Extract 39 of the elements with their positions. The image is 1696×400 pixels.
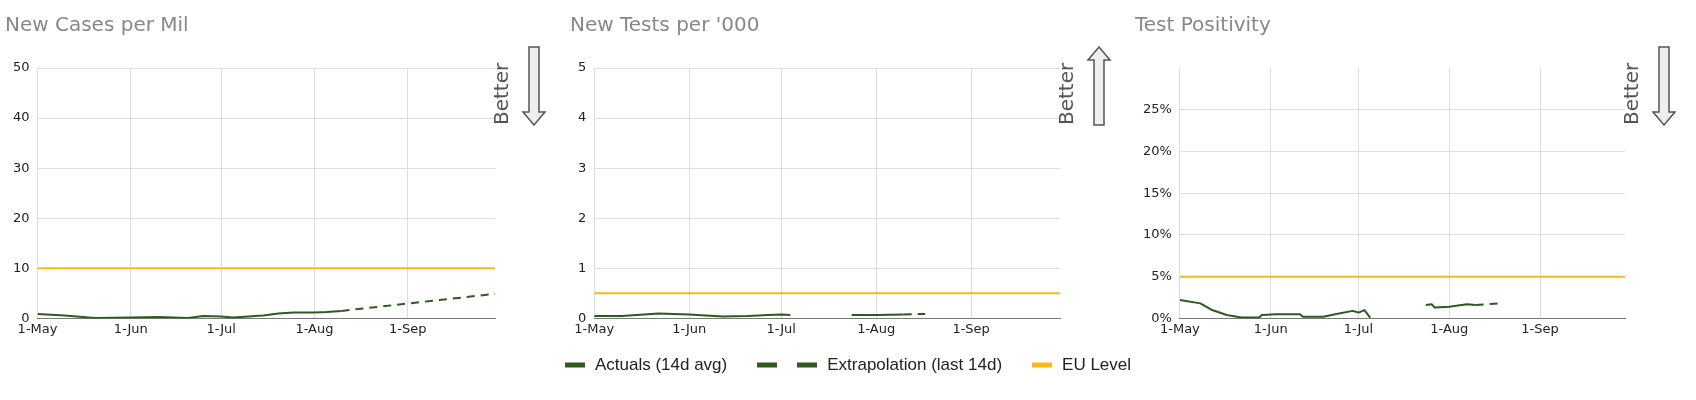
y-tick-label: 4 [577, 109, 587, 125]
x-tick-label: 1-Jul [1343, 320, 1374, 336]
y-tick-label: 5 [577, 59, 587, 75]
legend-label: Actuals (14d avg) [594, 355, 728, 375]
y-tick-label: 40 [13, 109, 30, 125]
y-tick-label: 0 [21, 309, 30, 325]
legend-label: EU Level [1062, 355, 1132, 375]
y-tick-label: 2 [577, 209, 587, 225]
x-tick-label: 1-Sep [388, 320, 427, 336]
y-tick-label: 5% [1151, 268, 1172, 284]
x-tick-label: 1-Aug [857, 320, 896, 336]
y-tick-label: 20% [1142, 142, 1172, 158]
x-tick-label: 1-Jul [766, 320, 796, 336]
x-tick-label: 1-Aug [295, 320, 334, 336]
y-tick-label: 0 [577, 309, 587, 325]
x-tick-label: 1-Jun [1253, 320, 1288, 336]
y-tick-label: 50 [13, 59, 30, 75]
x-tick-label: 1-Sep [1521, 320, 1559, 336]
y-tick-label: 15% [1142, 184, 1172, 200]
chart-title: Test Positivity [1134, 12, 1271, 37]
y-tick-label: 0% [1151, 309, 1172, 325]
y-tick-label: 25% [1142, 101, 1172, 117]
x-tick-label: 1-Jul [206, 320, 236, 336]
annotation: Better [1054, 61, 1079, 125]
legend-label: Extrapolation (last 14d) [827, 355, 1003, 375]
x-tick-label: 1-Aug [1430, 320, 1469, 336]
y-tick-label: 10 [13, 259, 30, 275]
x-tick-label: 1-Sep [952, 320, 990, 336]
x-tick-label: 1-Jun [113, 320, 148, 336]
annotation: Better [1619, 61, 1644, 125]
y-tick-label: 1 [577, 259, 587, 275]
y-tick-label: 20 [13, 209, 30, 225]
y-tick-label: 30 [13, 159, 30, 175]
x-tick-label: 1-Jun [672, 320, 707, 336]
y-tick-label: 10% [1142, 226, 1172, 242]
chart-title: New Cases per Mil [5, 12, 189, 37]
chart-title: New Tests per '000 [570, 12, 760, 37]
y-tick-label: 3 [577, 159, 587, 175]
annotation: Better [489, 61, 514, 125]
